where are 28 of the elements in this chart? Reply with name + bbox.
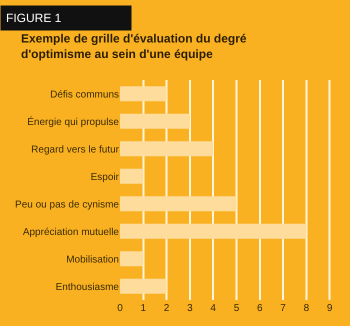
x-tick-label: 2	[164, 303, 170, 314]
y-tick-label: Mobilisation	[66, 254, 119, 266]
x-tick-label: 6	[257, 303, 263, 314]
bar	[120, 141, 214, 156]
x-tick-label: 0	[117, 303, 124, 314]
x-tick-label: 1	[140, 303, 147, 314]
y-tick-label: Espoir	[90, 172, 120, 183]
x-tick-label: 7	[280, 303, 286, 314]
x-tick-label: 4	[210, 303, 216, 314]
y-tick-label: Enthousiasme	[56, 282, 120, 293]
y-tick-label: Appréciation mutuelle	[22, 226, 120, 238]
x-tick-label: 9	[326, 303, 333, 314]
bar	[120, 251, 144, 266]
y-tick-label: Regard vers le futur	[31, 144, 120, 156]
bar	[120, 168, 144, 184]
x-tick-label: 3	[187, 303, 194, 314]
y-tick-label: Peu ou pas de cynisme	[15, 199, 120, 210]
bar	[120, 114, 190, 129]
caption: FIGURE 1	[6, 11, 62, 25]
bar	[120, 86, 167, 102]
bar	[120, 278, 167, 294]
y-tick-label: Énergie qui propulse	[27, 116, 120, 128]
y-tick-label: Défis communs	[50, 89, 119, 100]
x-tick-label: 8	[304, 303, 310, 314]
chart-title: Exemple de grille d'évaluation du degré d'optimisme au sein d'une équipe	[21, 31, 247, 61]
x-tick-label: 5	[234, 303, 240, 314]
bar	[120, 196, 236, 212]
bar	[120, 224, 306, 239]
